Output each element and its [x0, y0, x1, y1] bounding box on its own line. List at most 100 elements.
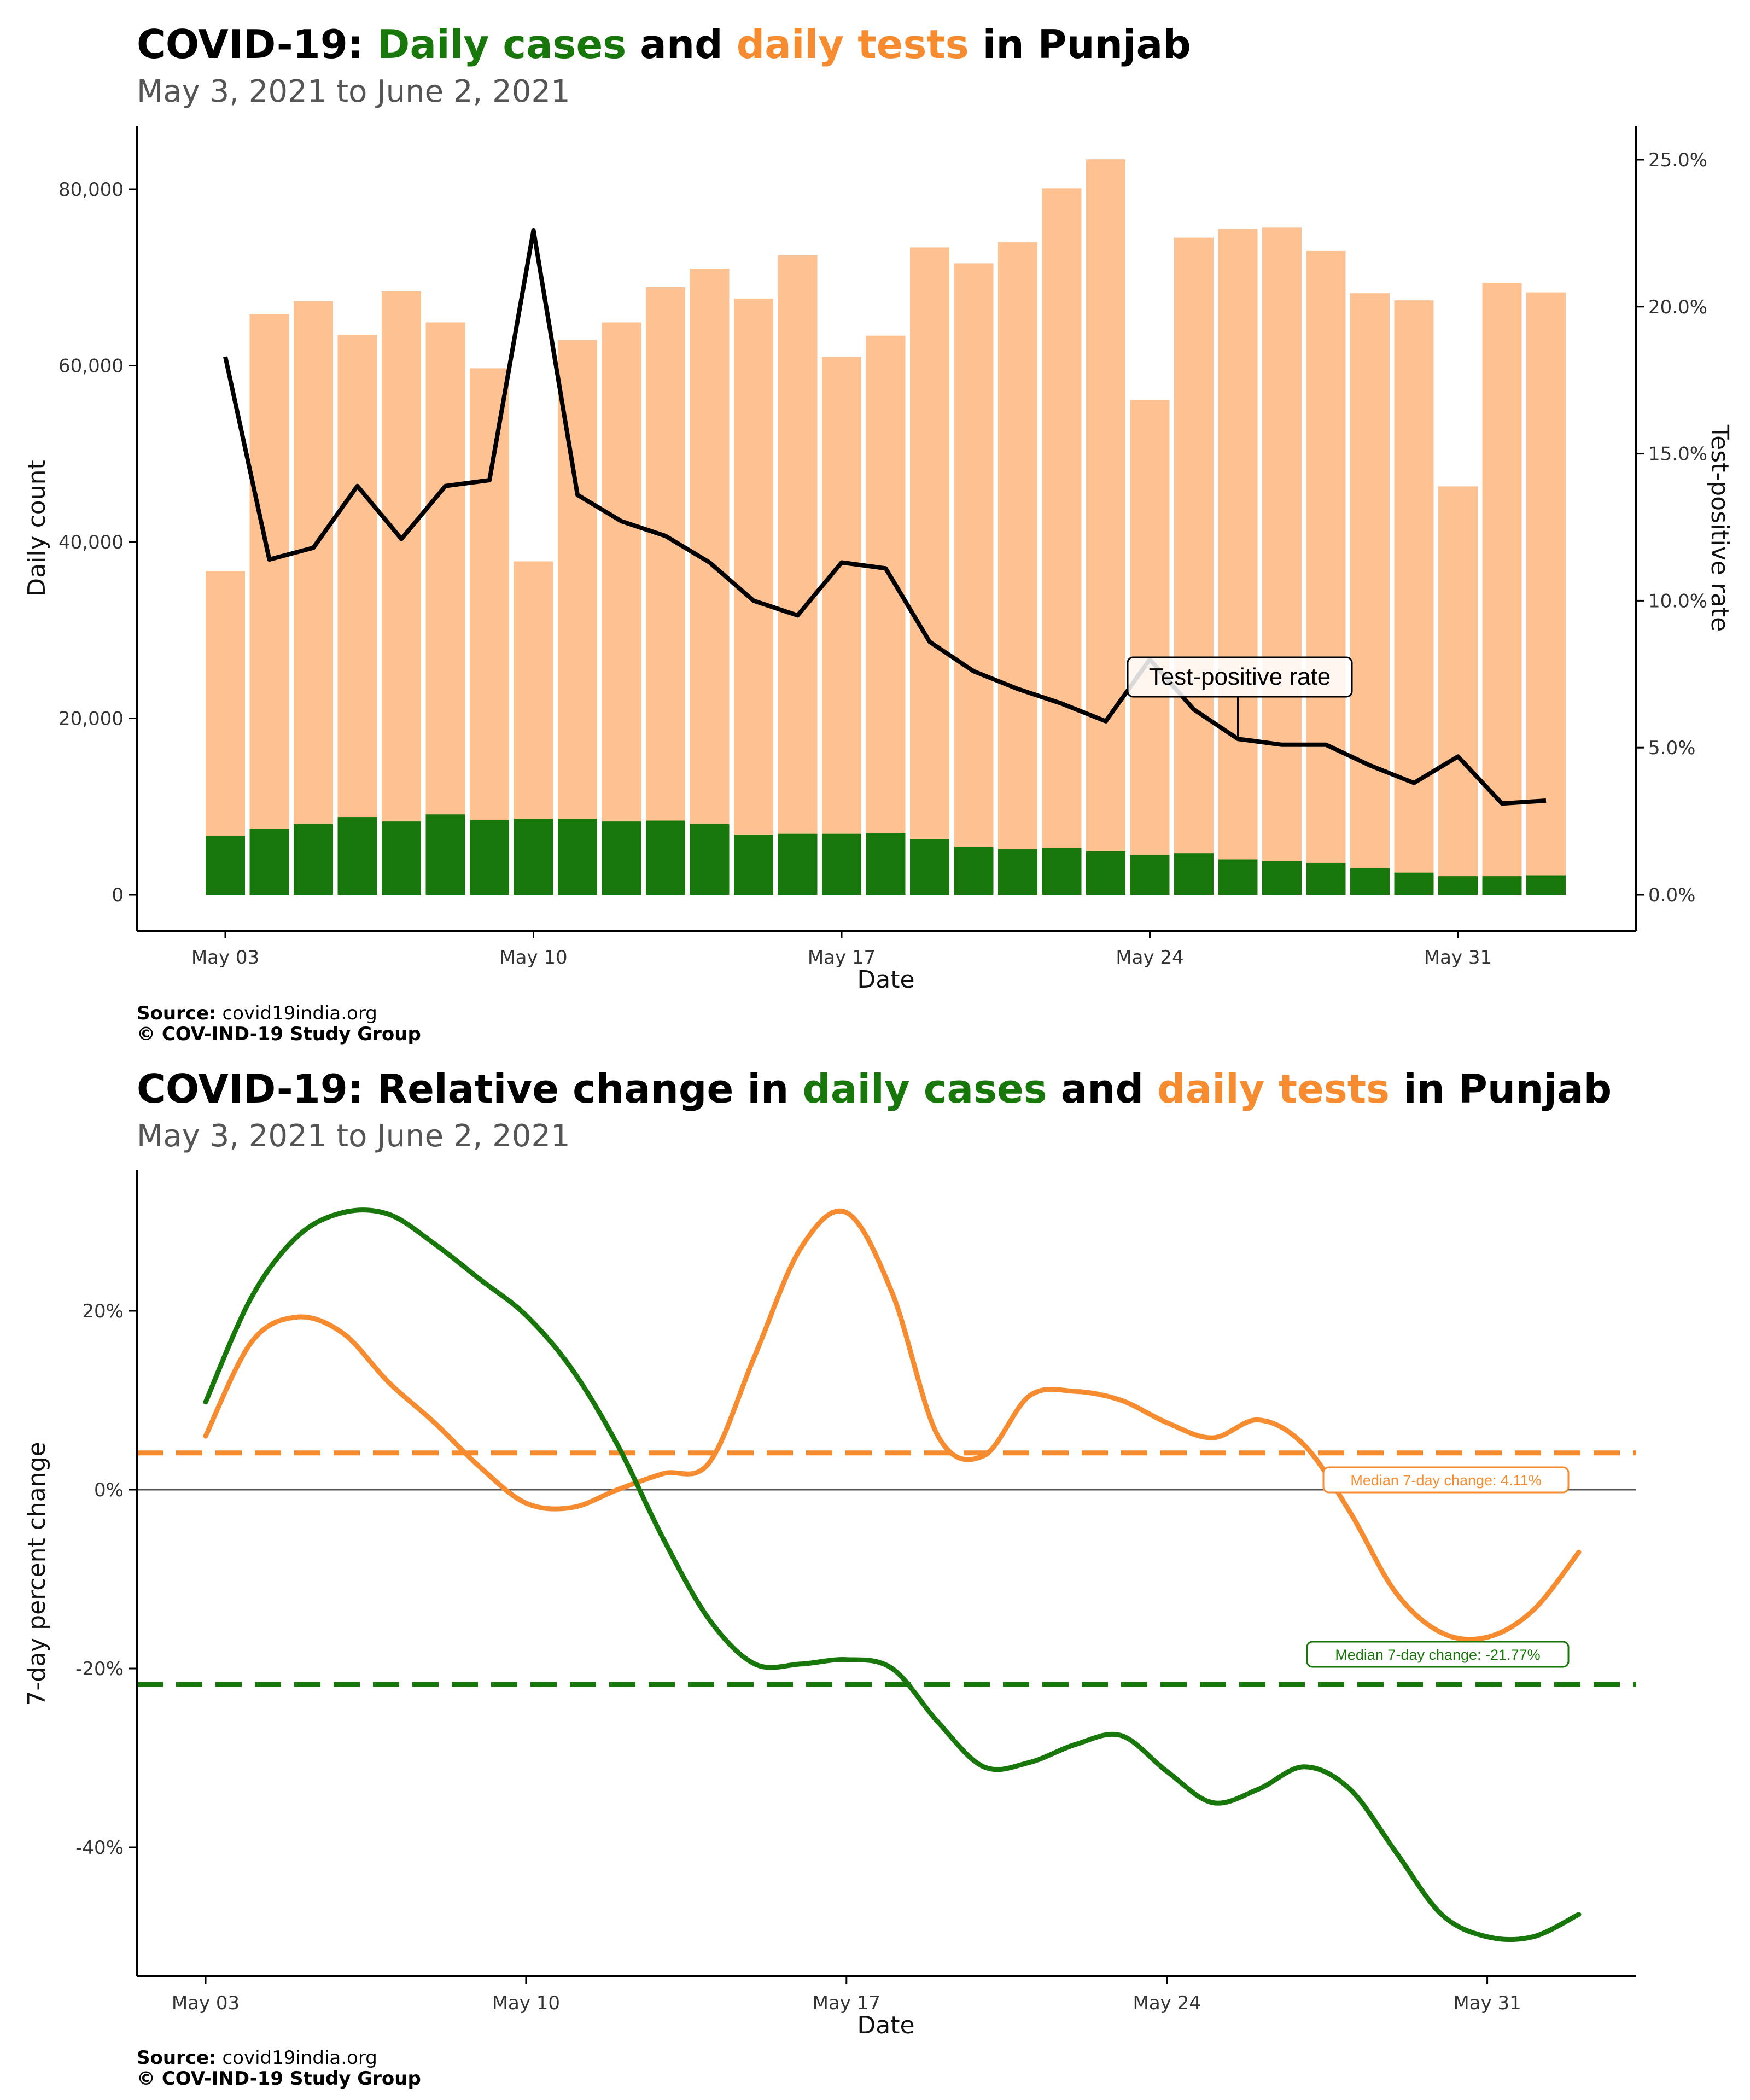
chart2-median-tests-label: Median 7-day change: 4.11% [1322, 1466, 1570, 1494]
chart1-title-cases: Daily cases [377, 21, 627, 67]
cases-bar [646, 820, 685, 895]
chart2-median-tests-box [1322, 1466, 1570, 1494]
chart-1: COVID-19: Daily cases and daily tests in… [23, 21, 1734, 1045]
y2-tick-label: 0.0% [1648, 884, 1695, 906]
cases-bar [514, 819, 553, 895]
chart2-subtitle: May 3, 2021 to June 2, 2021 [137, 1118, 570, 1154]
chart2-title-tests: daily tests [1157, 1066, 1390, 1112]
cases-bar [998, 849, 1037, 895]
tests-bar [1086, 159, 1125, 895]
tests-bar [646, 287, 685, 895]
chart2-tests-line [203, 1208, 1582, 1642]
y2-tick-label: 20.0% [1648, 296, 1707, 318]
cases-bar [1174, 853, 1214, 895]
chart2-copyright: © COV-IND-19 Study Group [137, 2068, 421, 2090]
tests-bar [294, 301, 333, 895]
chart2-title: COVID-19: Relative change in daily cases… [137, 1066, 1612, 1112]
chart1-title-tests: daily tests [737, 21, 969, 67]
y-tick-label: 40,000 [59, 532, 124, 553]
tests-bar [954, 263, 994, 895]
chart2-source-label: Source: [137, 2047, 217, 2069]
tests-bar [1130, 400, 1170, 895]
tests-bar [1350, 293, 1390, 895]
y2-tick-label: 5.0% [1648, 737, 1695, 759]
cases-bar [249, 829, 289, 895]
chart1-source-label: Source: [137, 1002, 217, 1024]
cases-bar [558, 819, 597, 895]
y-tick-label: 80,000 [59, 179, 124, 201]
chart1-x-axis-title: Date [857, 966, 914, 994]
y-tick-label: 20,000 [59, 708, 124, 730]
x-tick-label: May 10 [492, 1992, 560, 2014]
tests-bar [558, 340, 597, 895]
y-tick-label: 0% [94, 1479, 124, 1501]
cases-bar [734, 835, 773, 895]
chart1-annotation-box [1127, 656, 1353, 698]
x-tick-label: May 31 [1453, 1992, 1521, 2014]
chart2-y-ticks: -40% -20% 0% 20% [75, 1300, 137, 1859]
x-tick-label: May 17 [813, 1992, 880, 2014]
tests-bar [470, 368, 509, 895]
chart2-source-value: covid19india.org [217, 2047, 377, 2069]
tests-bar [1174, 237, 1214, 895]
chart1-annotation-text: Test-positive rate [1149, 663, 1331, 690]
cases-bar [1086, 851, 1125, 895]
cases-bar [822, 833, 861, 895]
chart1-y2-axis-title: Test-positive rate [1706, 424, 1734, 632]
y2-tick-label: 15.0% [1648, 444, 1707, 465]
chart2-source: Source: covid19india.org [137, 2047, 377, 2069]
y-tick-label: 60,000 [59, 355, 124, 377]
y2-tick-label: 10.0% [1648, 590, 1707, 612]
chart1-title-suffix: in Punjab [969, 21, 1191, 67]
x-tick-label: May 24 [1133, 1992, 1201, 2014]
y2-tick-label: 25.0% [1648, 149, 1707, 171]
chart1-y2-ticks: 0.0% 5.0% 10.0% 15.0% 20.0% 25.0% [1636, 149, 1707, 906]
chart2-title-suffix: in Punjab [1390, 1066, 1612, 1112]
cases-bar [1394, 872, 1434, 895]
tests-bar [1394, 300, 1434, 895]
chart1-cases-bars [206, 814, 1566, 895]
chart1-axes [136, 126, 1637, 932]
chart2-y-axis-title: 7-day percent change [23, 1442, 51, 1706]
cases-bar [294, 824, 333, 895]
tests-bar [602, 322, 641, 895]
chart2-title-cases: daily cases [802, 1066, 1047, 1112]
y-tick-label: 0 [112, 884, 124, 906]
tests-bar [425, 322, 465, 895]
chart2-cases-line [203, 1208, 1582, 1942]
cases-bar [1306, 862, 1346, 895]
chart1-copyright: © COV-IND-19 Study Group [137, 1023, 421, 1045]
cases-bar [206, 835, 245, 895]
cases-bar [1042, 848, 1082, 895]
tests-bar [734, 298, 773, 895]
chart-2: COVID-19: Relative change in daily cases… [23, 1066, 1636, 2090]
chart1-tpr-line [223, 228, 1547, 806]
x-tick-label: May 10 [499, 947, 567, 969]
y-tick-label: 20% [82, 1300, 124, 1322]
chart1-y-ticks: 0 20,000 40,000 60,000 80,000 [59, 179, 137, 906]
cases-bar [1350, 868, 1390, 895]
tests-bar [822, 357, 861, 895]
chart2-title-prefix: COVID-19: Relative change in [137, 1066, 802, 1112]
chart1-title-prefix: COVID-19: [137, 21, 377, 67]
chart2-median-cases-label: Median 7-day change: -21.77% [1306, 1641, 1570, 1668]
chart1-title: COVID-19: Daily cases and daily tests in… [137, 21, 1191, 67]
cases-bar [690, 824, 730, 895]
chart1-x-ticks: May 03 May 10 May 17 May 24 May 31 [191, 931, 1492, 969]
chart1-source-value: covid19india.org [217, 1002, 377, 1024]
tests-bar [1042, 188, 1082, 895]
chart2-x-ticks: May 03 May 10 May 17 May 24 May 31 [172, 1976, 1521, 2014]
tests-bar [337, 335, 377, 895]
tests-bar [249, 314, 289, 895]
cases-bar [1438, 876, 1478, 895]
cases-bar [1262, 861, 1302, 895]
x-tick-label: May 24 [1116, 947, 1183, 969]
cases-bar [1482, 876, 1522, 895]
chart1-title-and: and [626, 21, 737, 67]
tests-bar [910, 247, 949, 895]
chart1-source: Source: covid19india.org [137, 1002, 377, 1024]
chart2-x-axis-title: Date [857, 2011, 914, 2039]
chart1-y-axis-title: Daily count [23, 460, 51, 596]
chart2-title-and: and [1047, 1066, 1158, 1112]
chart2-median-cases-box [1306, 1641, 1570, 1668]
